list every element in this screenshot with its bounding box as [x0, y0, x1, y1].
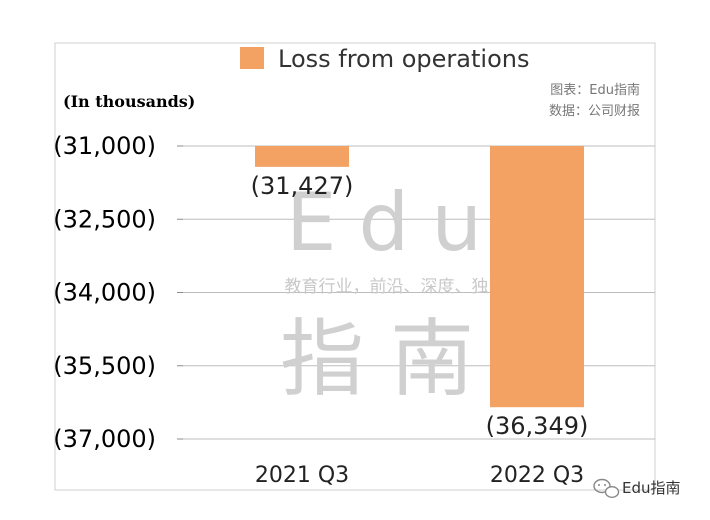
legend-swatch — [240, 47, 264, 69]
watermark-brand-cn: 指南 — [280, 310, 500, 408]
bar — [490, 146, 584, 408]
y-tick-label: (35,500) — [53, 352, 156, 380]
unit-label: (In thousands) — [63, 92, 195, 111]
chart-frame — [54, 42, 656, 491]
watermark: Edu 教育行业，前沿、深度、独家 指南 — [280, 176, 506, 408]
data-source: 数据：公司财报 — [549, 104, 640, 119]
y-tick-label: (31,000) — [53, 132, 156, 160]
bar-series: (31,427) (36,349) — [251, 146, 589, 440]
footer-account: Edu指南 — [593, 478, 681, 499]
x-tick-label: 2021 Q3 — [255, 463, 349, 488]
y-tick-label: (37,000) — [53, 425, 156, 453]
bar — [255, 146, 349, 167]
y-tick-label: (34,000) — [53, 279, 156, 307]
legend: Loss from operations — [240, 45, 529, 73]
data-label: (31,427) — [251, 172, 354, 200]
data-label: (36,349) — [486, 412, 589, 440]
legend-label: Loss from operations — [278, 45, 529, 73]
watermark-brand: Edu — [286, 176, 504, 269]
footer-account-name: Edu指南 — [622, 479, 681, 497]
watermark-tagline: 教育行业，前沿、深度、独家 — [285, 277, 506, 297]
wechat-icon — [593, 478, 620, 499]
x-axis: 2021 Q3 2022 Q3 — [255, 463, 584, 488]
y-axis: (31,000) (32,500) (34,000) (35,500) (37,000) — [53, 132, 183, 453]
chart-credit: 图表：Edu指南 — [550, 82, 640, 98]
y-tick-label: (32,500) — [53, 205, 156, 233]
x-tick-label: 2022 Q3 — [490, 463, 584, 488]
